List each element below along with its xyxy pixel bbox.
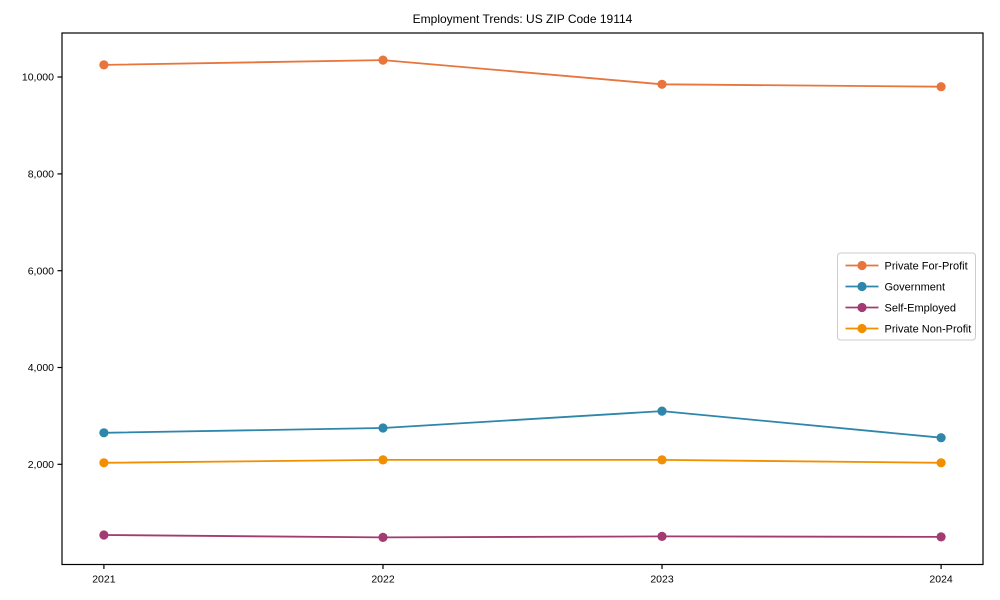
marker-government-2023 bbox=[657, 406, 667, 416]
legend-marker-private-non-profit bbox=[857, 323, 867, 334]
marker-private-for-profit-2024 bbox=[936, 82, 946, 92]
legend-marker-government bbox=[857, 281, 867, 292]
legend: Private For-Profit Government Self-Employe… bbox=[837, 252, 976, 341]
y-tick-label: 6,000 bbox=[28, 265, 54, 277]
legend-label-private-for-profit: Private For-Profit bbox=[885, 260, 968, 272]
x-tick-label: 2021 bbox=[92, 574, 116, 586]
x-tick-label: 2023 bbox=[650, 574, 674, 586]
y-tick-label: 10,000 bbox=[22, 72, 54, 84]
legend-label-self-employed: Self-Employed bbox=[885, 302, 957, 314]
legend-box bbox=[837, 252, 976, 341]
chart-title: Employment Trends: US ZIP Code 19114 bbox=[413, 12, 633, 26]
legend-label-private-non-profit: Private Non-Profit bbox=[885, 323, 972, 335]
legend-marker-self-employed bbox=[857, 302, 867, 313]
marker-self-employed-2022 bbox=[378, 532, 388, 543]
line-self-employed bbox=[103, 534, 942, 539]
marker-government-2022 bbox=[378, 423, 388, 433]
marker-private-non-profit-2024 bbox=[936, 458, 946, 468]
marker-private-non-profit-2021 bbox=[99, 458, 109, 468]
marker-government-2024 bbox=[936, 433, 946, 443]
y-tick-label: 8,000 bbox=[28, 169, 54, 181]
marker-private-for-profit-2022 bbox=[378, 55, 388, 65]
marker-private-non-profit-2023 bbox=[657, 455, 667, 465]
line-private-for-profit bbox=[103, 59, 942, 88]
marker-private-for-profit-2023 bbox=[657, 79, 667, 89]
legend-label-government: Government bbox=[885, 281, 946, 293]
line-government bbox=[103, 410, 942, 439]
marker-private-non-profit-2022 bbox=[378, 455, 388, 465]
legend-marker-private-for-profit bbox=[857, 260, 867, 271]
y-tick-label: 2,000 bbox=[28, 459, 54, 471]
x-tick-label: 2024 bbox=[929, 574, 953, 586]
marker-self-employed-2021 bbox=[99, 530, 109, 540]
y-tick-label: 4,000 bbox=[28, 362, 54, 374]
marker-private-for-profit-2021 bbox=[99, 60, 109, 70]
line-private-non-profit bbox=[103, 458, 942, 464]
plot-border bbox=[61, 32, 984, 566]
marker-self-employed-2023 bbox=[657, 531, 667, 542]
marker-self-employed-2024 bbox=[936, 532, 946, 542]
x-tick-label: 2022 bbox=[371, 574, 395, 586]
marker-government-2021 bbox=[99, 428, 109, 438]
